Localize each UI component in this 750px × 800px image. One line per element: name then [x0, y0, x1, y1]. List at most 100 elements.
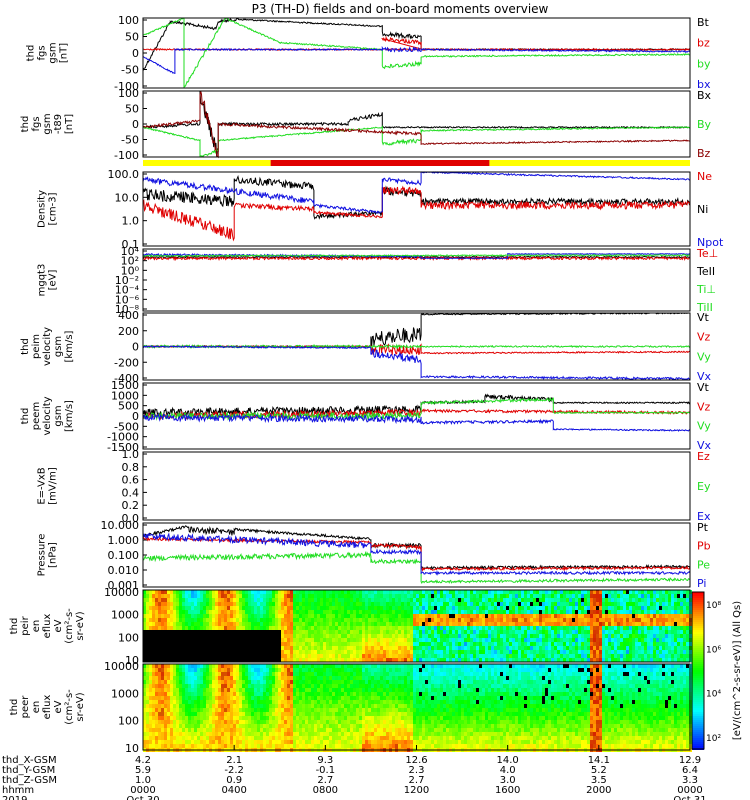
heatmap-cell — [164, 594, 167, 598]
heatmap-cell — [674, 622, 677, 626]
heatmap-cell — [167, 744, 170, 748]
heatmap-cell — [458, 638, 461, 642]
heatmap-cell — [200, 700, 203, 704]
heatmap-cell — [188, 672, 191, 676]
heatmap-cell — [221, 646, 224, 650]
heatmap-cell — [593, 642, 596, 646]
heatmap-cell — [191, 638, 194, 642]
heatmap-cell — [185, 594, 188, 598]
heatmap-cell — [431, 594, 434, 598]
heatmap-cell — [536, 590, 539, 594]
heatmap-cell — [224, 598, 227, 602]
heatmap-cell — [587, 622, 590, 626]
heatmap-cell — [566, 646, 569, 650]
heatmap-cell — [200, 696, 203, 700]
heatmap-cell — [650, 622, 653, 626]
heatmap-cell — [368, 658, 371, 662]
heatmap-cell — [686, 654, 689, 658]
panel-electron-eflux: thd peer en eflux eV (cm²-s-sr-eV)10000100010… — [9, 660, 692, 755]
heatmap-cell — [404, 642, 407, 646]
heatmap-cell — [167, 646, 170, 650]
heatmap-cell — [206, 642, 209, 646]
heatmap-cell — [317, 646, 320, 650]
heatmap-cell — [278, 740, 281, 744]
heatmap-cell — [320, 622, 323, 626]
heatmap-cell — [653, 654, 656, 658]
heatmap-cell — [470, 650, 473, 654]
heatmap-cell — [407, 642, 410, 646]
heatmap-cell — [329, 740, 332, 744]
heatmap-cell — [227, 658, 230, 662]
heatmap-cell — [281, 630, 284, 634]
heatmap-cell — [560, 654, 563, 658]
heatmap-cell — [473, 646, 476, 650]
heatmap-cell — [356, 642, 359, 646]
heatmap-cell — [218, 728, 221, 732]
heatmap-cell — [488, 642, 491, 646]
heatmap-cell — [302, 704, 305, 708]
heatmap-cell — [335, 688, 338, 692]
heatmap-cell — [293, 654, 296, 658]
ylabel-line: gsm — [53, 336, 64, 357]
heatmap-cell — [599, 622, 602, 626]
heatmap-cell — [245, 622, 248, 626]
series-pe — [142, 550, 691, 585]
heatmap-cell — [527, 658, 530, 662]
ytick-label: 1000 — [111, 389, 139, 402]
heatmap-cell — [170, 664, 173, 668]
heatmap-cell — [371, 618, 374, 622]
heatmap-cell — [215, 642, 218, 646]
heatmap-cell — [407, 594, 410, 598]
heatmap-cell — [197, 654, 200, 658]
heatmap-cell — [620, 630, 623, 634]
heatmap-cell — [251, 610, 254, 614]
heatmap-cell — [230, 646, 233, 650]
heatmap-cell — [167, 622, 170, 626]
heatmap-cell — [272, 700, 275, 704]
heatmap-cell — [578, 590, 581, 594]
heatmap-cell — [314, 614, 317, 618]
heatmap-cell — [281, 704, 284, 708]
heatmap-cell — [158, 708, 161, 712]
heatmap-cell — [302, 622, 305, 626]
legend-vt: Vt — [697, 381, 710, 394]
heatmap-cell — [500, 602, 503, 606]
heatmap-cell — [356, 658, 359, 662]
heatmap-cell — [575, 594, 578, 598]
heatmap-cell — [188, 700, 191, 704]
heatmap-cell — [644, 638, 647, 642]
heatmap-cell — [656, 594, 659, 598]
heatmap-cell — [575, 598, 578, 602]
heatmap-cell — [284, 668, 287, 672]
heatmap-cell — [308, 630, 311, 634]
heatmap-cell — [281, 732, 284, 736]
heatmap-cell — [188, 692, 191, 696]
heatmap-cell — [290, 740, 293, 744]
heatmap-cell — [179, 684, 182, 688]
heatmap-cell — [278, 744, 281, 748]
heatmap-cell — [215, 610, 218, 614]
legend-pe: Pe — [697, 558, 710, 571]
heatmap-cell — [578, 622, 581, 626]
heatmap-cell — [281, 654, 284, 658]
heatmap-cell — [317, 658, 320, 662]
heatmap-cell — [320, 614, 323, 618]
ylabel-line: [nPa] — [48, 542, 59, 568]
heatmap-cell — [239, 634, 242, 638]
heatmap-cell — [503, 626, 506, 630]
heatmap-cell — [677, 614, 680, 618]
heatmap-cell — [611, 646, 614, 650]
heatmap-cell — [155, 650, 158, 654]
heatmap-cell — [320, 650, 323, 654]
heatmap-cell — [404, 602, 407, 606]
heatmap-cell — [257, 658, 260, 662]
heatmap-cell — [173, 704, 176, 708]
heatmap-cell — [329, 626, 332, 630]
heatmap-cell — [317, 728, 320, 732]
heatmap-cell — [269, 680, 272, 684]
heatmap-cell — [380, 622, 383, 626]
heatmap-cell — [317, 668, 320, 672]
heatmap-cell — [191, 626, 194, 630]
panel-ion-eflux-ylabel: thd peir en eflux eV (cm²-s-sr-eV) — [9, 608, 86, 644]
